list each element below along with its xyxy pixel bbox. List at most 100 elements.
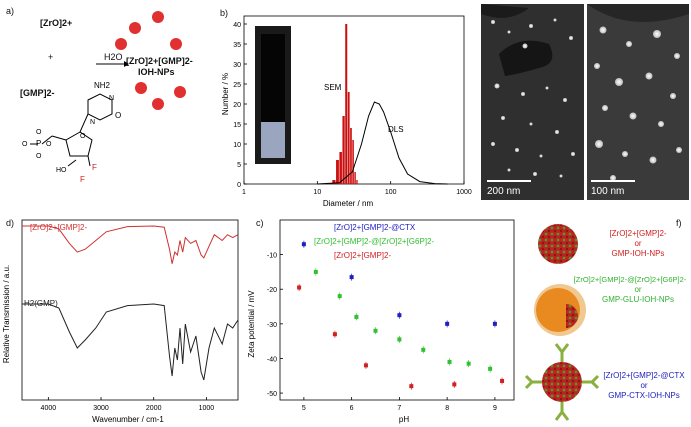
e-xtick-label: 7 [397,405,401,412]
sem-bar [354,172,356,184]
vial-dark-body [261,34,285,122]
sem-bar [345,24,348,184]
f-item1-line3: GMP-IOH-NPs [612,249,665,258]
particle [174,86,186,98]
b-plot-frame [243,15,465,185]
b-xtick-label: 1000 [456,189,472,196]
micrograph-dark-edge [481,4,529,18]
dls-legend: DLS [388,125,404,134]
panel-b-letter: b) [220,8,229,18]
atom-o4: O [22,141,28,148]
zeta-point [363,363,368,368]
panel-a-letter: a) [6,6,15,16]
atom-f1: F [80,175,85,184]
e-legend-3: [ZrO]2+[GMP]2- [334,251,391,260]
f-item2-line2: or [634,285,641,294]
dls-curve [317,101,448,185]
atom-n2: N [90,119,95,126]
b-ytick-label: 35 [233,42,241,49]
micrograph-right [587,4,689,200]
sem-legend: SEM [324,83,342,92]
gmp-label: [GMP]2- [20,88,55,98]
zeta-point [397,337,402,342]
atom-ho: HO [56,167,67,174]
b-ytick-label: 10 [233,142,241,149]
gmp-ioh-np-icon [538,224,578,264]
e-ytick-label: -30 [267,322,277,329]
scale-bar-right: 100 nm [591,186,624,197]
e-xtick-label: 5 [302,405,306,412]
b-ytick-label: 15 [233,122,241,129]
zeta-point [409,384,414,389]
f-item3-line2: or [640,381,647,390]
d-ylabel: Relative Transmission / a.u. [2,265,11,363]
zeta-point [500,378,505,383]
f-item3-line3: GMP-CTX-IOH-NPs [608,391,680,400]
particle [135,82,147,94]
atom-p: P [36,139,41,148]
particles [115,11,186,110]
sem-bar [332,180,336,184]
size-distribution-chart: 0 5 10 15 20 25 30 35 40 1 10 100 1000 SEM DLS Diame… [221,15,472,208]
scale-bar-left: 200 nm [487,186,520,197]
zeta-point [313,269,318,274]
zeta-point [297,285,302,290]
d-legend-2: H2(GMP) [24,299,58,308]
e-ytick-label: -10 [267,253,277,260]
zeta-point [466,361,471,366]
b-xtick-label: 10 [313,189,321,196]
particle [129,22,141,34]
scale-bar-left-line [487,180,531,182]
micrograph-right-edge [587,4,689,22]
atom-o1: O [115,111,121,120]
sem-bar [339,152,342,184]
ir-spectrum-chart: 4000 3000 2000 1000 [ZrO]2+[GMP]2- H2(GMP) … [2,219,239,424]
zeta-point [397,313,402,318]
b-xlabel: Diameter / nm [323,199,374,208]
scale-bar-right-line [591,180,635,182]
sem-bar [336,160,339,184]
atom-o2: O [80,133,86,140]
panel-f-letter: f) [676,218,682,228]
b-ytick-label: 30 [233,62,241,69]
particle [115,38,127,50]
b-xtick-label: 100 [385,189,397,196]
e-legend-1: [ZrO]2+[GMP]2-@CTX [334,223,416,232]
b-ytick-label: 0 [237,182,241,189]
particle [152,98,164,110]
atom-f2: F [92,163,97,172]
b-ytick-label: 40 [233,22,241,29]
e-xlabel: pH [399,415,409,424]
zro-label: [ZrO]2+ [40,18,73,28]
e-xtick-label: 6 [350,405,354,412]
gmp-molecule [30,93,113,167]
e-xtick-label: 8 [445,405,449,412]
f-item1-line1: [ZrO]2+[GMP]2- [609,229,666,238]
glu-cutaway-icon [566,304,578,328]
zeta-point [452,382,457,387]
panel-a-scheme: NH2 N N O O P O O O O HO F F [22,11,186,184]
zeta-point [349,275,354,280]
f-item2-line3: GMP-GLU-IOH-NPs [602,295,674,304]
e-ytick-label: -20 [267,287,277,294]
f-item3-line1: [ZrO]2+[GMP]2-@CTX [603,371,685,380]
atom-o3: O [36,129,42,136]
f-item2-line1: [ZrO]2+[GMP]2-@[ZrO]2+[G6P]2- [574,275,687,284]
e-ytick-label: -50 [267,391,277,398]
arrow-label: H2O [104,52,123,62]
panel-c2-letter: c) [256,218,264,228]
particle-illustrations: [ZrO]2+[GMP]2- or GMP-IOH-NPs [ZrO]2+[GM… [524,224,687,421]
e-plot-frame [279,219,515,401]
zeta-point [447,359,452,364]
micrograph-right-particles [594,26,682,181]
zeta-point [445,321,450,326]
atom-o6: O [46,141,52,148]
vial-light-body [261,122,285,158]
zeta-point [332,332,337,337]
d-plot-frame [21,219,239,401]
b-ytick-label: 25 [233,82,241,89]
sem-bar [350,128,352,184]
zeta-point [354,314,359,319]
micrograph-dark-region [499,40,553,76]
sem-bar [347,92,350,184]
